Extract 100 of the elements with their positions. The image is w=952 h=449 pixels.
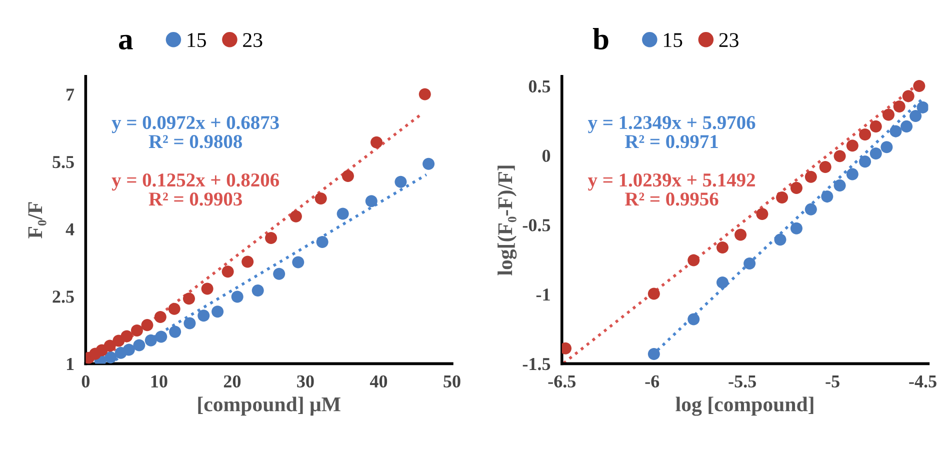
point xyxy=(890,125,902,138)
annotation: y = 0.0972x + 0.6873 R² = 0.9808 xyxy=(112,116,279,148)
x-axis-title: log [compound] xyxy=(676,396,814,416)
point xyxy=(212,306,224,318)
point xyxy=(316,236,328,248)
point xyxy=(133,339,146,352)
point xyxy=(900,120,913,132)
point xyxy=(688,313,700,326)
y-tick-label: -0.5 xyxy=(522,219,550,232)
y-axis-title: log[(F₀-F)/F] xyxy=(498,166,517,276)
point xyxy=(648,348,660,360)
legend-label: 23 xyxy=(719,33,738,48)
y-tick-label: 0.5 xyxy=(528,80,550,93)
point xyxy=(184,317,196,330)
annotation: y = 0.1252x + 0.8206 R² = 0.9903 xyxy=(112,173,279,206)
y-tick-label: 1 xyxy=(66,358,74,370)
point xyxy=(880,141,893,154)
point xyxy=(292,256,304,268)
point xyxy=(122,344,135,356)
point xyxy=(120,330,133,342)
y-axis-title: F₀/F xyxy=(28,202,46,238)
y-tick-label: 0 xyxy=(542,150,550,162)
y-tick-label: 5.5 xyxy=(52,156,74,168)
point xyxy=(910,110,922,122)
point xyxy=(913,80,926,92)
point xyxy=(370,136,383,148)
point xyxy=(314,192,327,204)
point xyxy=(774,234,786,246)
point xyxy=(342,170,354,182)
point xyxy=(252,284,264,297)
annotation: y = 1.0239x + 5.1492 R² = 0.9956 xyxy=(588,173,755,206)
x-tick-label: -6.5 xyxy=(548,375,576,388)
x-axis-title: [compound] μM xyxy=(198,396,340,416)
x-tick-label: 40 xyxy=(370,375,388,388)
point xyxy=(916,101,928,114)
point xyxy=(201,282,214,295)
point xyxy=(870,148,882,160)
y-tick-label: 4 xyxy=(66,223,74,236)
point xyxy=(716,241,728,254)
x-tick-label: 20 xyxy=(224,375,241,388)
legend-label: 23 xyxy=(243,33,262,48)
point xyxy=(893,100,906,112)
chart-title: a xyxy=(119,34,133,50)
point xyxy=(846,168,858,180)
y-tick-label: 2.5 xyxy=(52,290,74,303)
y-tick-label: 7 xyxy=(66,88,74,101)
x-tick-label: -5.5 xyxy=(728,376,756,388)
point xyxy=(141,319,154,332)
chart-title: b xyxy=(592,28,608,50)
y-tick-label: -1 xyxy=(536,288,550,301)
legend-label: 15 xyxy=(664,33,682,48)
point xyxy=(790,222,802,234)
x-tick-label: 10 xyxy=(151,375,168,388)
point xyxy=(182,292,195,305)
x-tick-label: -6 xyxy=(645,375,660,388)
point xyxy=(154,310,166,324)
point xyxy=(859,128,872,141)
point xyxy=(198,310,210,322)
point xyxy=(104,351,117,364)
x-tick-label: -4.5 xyxy=(909,375,936,388)
point xyxy=(834,179,846,192)
x-tick-label: 30 xyxy=(297,375,314,388)
legend-label: 15 xyxy=(188,33,206,48)
point xyxy=(231,290,244,303)
point xyxy=(744,257,756,270)
point xyxy=(821,190,834,203)
x-tick-label: 50 xyxy=(444,375,460,388)
x-tick-label: 0 xyxy=(82,375,90,388)
point xyxy=(804,170,817,183)
point xyxy=(336,208,349,220)
point xyxy=(168,302,180,315)
point xyxy=(290,210,302,222)
point xyxy=(155,330,168,343)
point xyxy=(688,254,700,266)
point xyxy=(882,108,895,121)
x-tick-label: -5 xyxy=(826,376,840,388)
point xyxy=(130,324,143,336)
point xyxy=(648,288,660,300)
point xyxy=(273,268,286,280)
point xyxy=(422,158,435,170)
point xyxy=(365,195,378,208)
point xyxy=(418,88,431,100)
point xyxy=(790,182,802,194)
y-tick-label: -1.5 xyxy=(522,358,550,370)
point xyxy=(902,90,914,102)
point xyxy=(716,276,728,288)
point xyxy=(859,156,872,168)
point xyxy=(846,140,858,152)
point xyxy=(804,203,817,216)
point xyxy=(394,176,407,188)
annotation: y = 1.2349x + 5.9706 R² = 0.9971 xyxy=(588,116,756,148)
point xyxy=(104,340,116,352)
point xyxy=(819,160,832,173)
point xyxy=(144,334,157,346)
point xyxy=(169,326,182,338)
point xyxy=(756,208,768,220)
point xyxy=(776,192,788,204)
point xyxy=(834,150,846,162)
point xyxy=(734,228,747,241)
point xyxy=(870,120,882,132)
